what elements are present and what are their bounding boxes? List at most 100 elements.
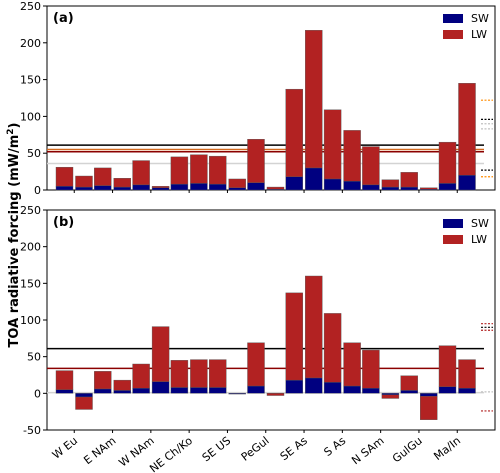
sw-bar [438,386,457,394]
sw-bar [113,186,132,191]
y-tick-label: 200 [20,37,41,50]
x-tick-label: GulGu [390,434,425,465]
y-tick-label: 100 [20,110,41,123]
lw-bar [266,186,285,190]
lw-bar [381,394,400,399]
lw-bar [228,178,246,188]
lw-bar [151,326,170,382]
lw-bar [75,175,93,188]
x-tick-label: PeGul [239,434,272,464]
legend-swatch-sw [443,219,463,228]
x-tick-label: N SAm [349,434,386,467]
sw-bar [400,390,418,394]
lw-bar [438,345,457,387]
lw-bar [420,396,438,420]
sw-bar [75,393,93,398]
x-tick-label: W Eu [50,434,80,462]
lw-bar [247,139,265,183]
lw-bar [323,109,342,180]
lw-bar [323,313,342,383]
sw-bar [94,388,112,394]
sw-bar [75,186,93,191]
y-tick-label: 250 [20,0,41,13]
lw-bar [343,130,361,182]
sw-bar [208,387,227,394]
lw-bar [94,167,112,186]
lw-bar [381,179,400,188]
lw-bar [362,349,380,389]
sw-bar [458,388,476,394]
sw-bar [151,187,170,191]
lw-bar [247,342,265,387]
lw-bar [113,379,132,391]
x-tick-label: NE Ch/Ko [147,434,195,473]
sw-bar [208,183,227,191]
panel-a: 0 50 100 150 200 250 (a) SW LW [20,0,496,197]
sw-bar [400,186,418,191]
lw-bar [151,186,170,188]
sw-bar [151,381,170,394]
lw-bar [208,155,227,185]
lw-bar [458,83,476,176]
lw-bar [343,342,361,387]
lw-bar [190,154,208,184]
lw-bar [190,359,208,388]
sw-bar [438,183,457,191]
sw-bar [247,182,265,191]
sw-bar [113,390,132,394]
lw-bar [305,275,323,379]
sw-bar [228,187,246,191]
x-tick-label: SE US [200,434,234,464]
y-tick-label: 150 [20,277,41,290]
sw-bar [381,186,400,191]
lw-bar [170,156,189,185]
lw-bar [285,292,303,381]
lw-bar [94,371,112,390]
y-tick-label: 150 [20,74,41,87]
sw-bar [323,178,342,191]
legend-label-sw: SW [471,12,489,25]
x-tick-label: E NAm [81,434,118,467]
lw-bar [132,363,150,389]
sw-bar [362,388,380,394]
sw-bar [94,185,112,191]
x-tick-label: Ma/In [431,434,463,463]
legend-swatch-lw [443,235,463,244]
lw-bar [420,187,438,190]
lw-bar [266,393,285,396]
sw-bar [362,184,380,191]
sw-bar [458,175,476,191]
sw-bar [190,387,208,394]
y-tick-label: 100 [20,314,41,327]
sw-bar [381,393,400,396]
y-tick-label: 50 [27,351,41,364]
lw-bar [75,396,93,410]
sw-bar [190,183,208,191]
lw-bar [170,360,189,388]
lw-bar [285,88,303,177]
y-tick-label: -50 [23,424,41,437]
lw-bar [438,141,457,184]
y-axis-label: TOA radiative forcing (mW/m2) [6,123,22,348]
lw-bar [132,160,150,186]
sw-bar [170,387,189,394]
legend-label-lw: LW [471,233,487,246]
sw-bar [420,393,438,397]
y-tick-label: 0 [34,184,41,197]
sw-bar [285,379,303,394]
sw-bar [132,388,150,394]
sw-bar [247,385,265,394]
lw-bar [400,172,418,188]
lw-bar [208,359,227,388]
sw-bar [343,180,361,191]
legend-label-lw: LW [471,28,487,41]
y-tick-label: 200 [20,241,41,254]
lw-bar [400,375,418,391]
x-tick-label: S As [321,434,348,459]
sw-bar [55,389,74,394]
lw-bar [305,30,323,169]
sw-bar [343,385,361,394]
sw-bar [132,184,150,191]
